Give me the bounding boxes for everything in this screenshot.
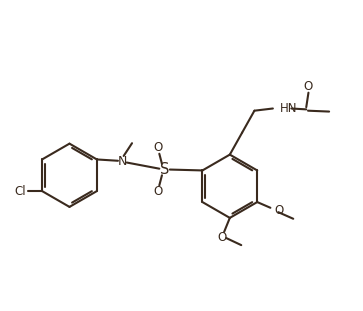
Text: N: N xyxy=(118,155,127,168)
Text: O: O xyxy=(217,231,227,244)
Text: HN: HN xyxy=(280,102,297,115)
Text: S: S xyxy=(160,162,169,177)
Text: O: O xyxy=(304,80,313,93)
Text: Cl: Cl xyxy=(15,185,26,197)
Text: O: O xyxy=(154,185,163,198)
Text: O: O xyxy=(274,204,284,217)
Text: O: O xyxy=(154,141,163,154)
